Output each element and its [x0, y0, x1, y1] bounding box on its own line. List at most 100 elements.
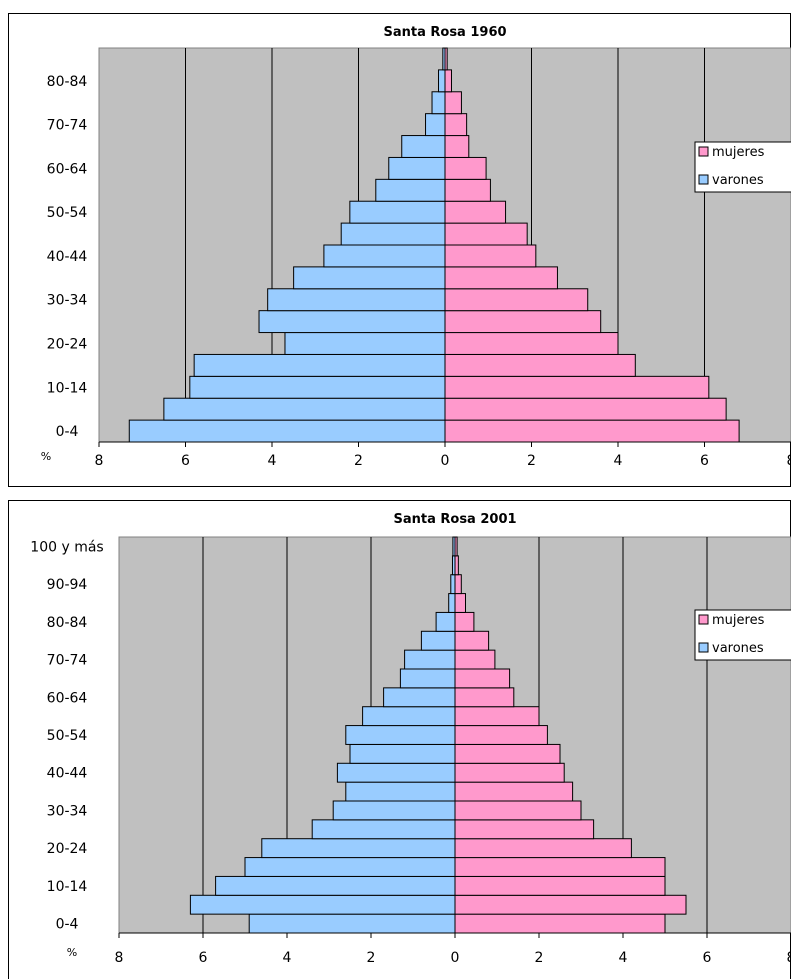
- bar-mujeres-70-74: [444, 113, 468, 137]
- legend-box: [694, 141, 791, 193]
- y-tick-label: 0-4: [56, 917, 79, 933]
- y-tick-label: 30-34: [47, 803, 88, 819]
- pyramid-chart-2001: Santa Rosa 2001 0-4 10-14 20-24 30-34 40-44 50…: [8, 500, 791, 979]
- bar-mujeres-80-84: [454, 611, 475, 632]
- bar-mujeres-85+: [444, 47, 448, 71]
- bar-varones-85-89: [448, 593, 456, 613]
- x-tick-label: 4: [619, 950, 628, 966]
- bar-varones-35-39: [293, 266, 446, 290]
- bar-varones-20-24: [284, 332, 446, 355]
- y-tick-label: 60-64: [47, 690, 88, 706]
- pyramid-chart-1960: Santa Rosa 1960 0-4 10-14 20-24 30-34 40-44 50…: [8, 13, 791, 487]
- legend-swatch-varones: [698, 174, 709, 185]
- y-tick-label: 10-14: [47, 380, 88, 396]
- x-tick-label: 2: [535, 950, 544, 966]
- bar-mujeres-30-34: [444, 288, 589, 312]
- bar-mujeres-65-69: [444, 135, 470, 158]
- bar-mujeres-35-39: [454, 781, 574, 802]
- x-tick-label: 6: [703, 950, 712, 966]
- x-tick-label: 8: [95, 453, 104, 469]
- bar-mujeres-5-9: [454, 894, 687, 915]
- bar-varones-30-34: [332, 800, 456, 821]
- bar-varones-80-84: [435, 611, 456, 632]
- bar-varones-40-44: [323, 244, 446, 268]
- bar-mujeres-5-9: [444, 397, 727, 421]
- bar-varones-55-59: [375, 178, 446, 202]
- y-tick-label: 10-14: [47, 879, 88, 895]
- x-tick-label: 2: [354, 453, 363, 469]
- y-tick-label: 60-64: [47, 161, 88, 177]
- bar-varones-75-79: [431, 91, 446, 115]
- bar-varones-20-24: [261, 838, 456, 859]
- bar-varones-90-94: [450, 574, 456, 595]
- bar-varones-0-4: [128, 419, 446, 443]
- legend: mujeres varones: [694, 609, 791, 661]
- bar-mujeres-55-59: [454, 706, 540, 727]
- bar-mujeres-65-69: [454, 668, 511, 689]
- bar-mujeres-35-39: [444, 266, 558, 290]
- bar-mujeres-100 y más: [454, 536, 458, 557]
- chart-title: Santa Rosa 2001: [393, 512, 516, 527]
- bar-mujeres-0-4: [454, 913, 666, 934]
- y-tick-label: 80-84: [47, 74, 88, 90]
- x-tick-label: 8: [115, 950, 124, 966]
- bar-mujeres-15-19: [454, 857, 666, 877]
- x-tick-label: 2: [527, 453, 536, 469]
- bar-varones-10-14: [215, 875, 456, 896]
- bar-mujeres-95-99: [454, 555, 459, 576]
- bar-varones-5-9: [189, 894, 456, 915]
- bar-varones-25-29: [258, 310, 446, 334]
- y-tick-label: 40-44: [47, 249, 88, 265]
- bar-mujeres-85-89: [454, 593, 466, 613]
- bar-varones-25-29: [311, 819, 456, 840]
- bar-mujeres-10-14: [454, 875, 666, 896]
- bar-varones-50-54: [349, 200, 446, 224]
- x-tick-label: 4: [614, 453, 623, 469]
- bar-mujeres-25-29: [454, 819, 595, 840]
- bar-mujeres-45-49: [444, 222, 528, 246]
- bar-varones-70-74: [425, 113, 446, 137]
- bar-mujeres-30-34: [454, 800, 582, 821]
- bar-varones-40-44: [336, 762, 456, 783]
- bar-varones-70-74: [404, 649, 456, 670]
- x-tick-label: 2: [367, 950, 376, 966]
- legend-label-mujeres: mujeres: [712, 613, 765, 628]
- bar-varones-65-69: [399, 668, 456, 689]
- legend-label-varones: varones: [712, 173, 764, 188]
- bar-mujeres-20-24: [454, 838, 632, 859]
- bar-mujeres-15-19: [444, 353, 636, 377]
- bar-mujeres-75-79: [444, 91, 462, 115]
- legend-label-varones: varones: [712, 641, 764, 656]
- x-tick-label: 6: [181, 453, 190, 469]
- y-tick-label: 40-44: [47, 766, 88, 782]
- x-tick-label: 0: [451, 950, 460, 966]
- x-tick-label: 6: [199, 950, 208, 966]
- bar-varones-50-54: [345, 725, 456, 745]
- bar-varones-45-49: [349, 743, 456, 764]
- x-tick-label: 4: [283, 950, 292, 966]
- unit-label: %: [41, 450, 51, 463]
- y-tick-label: 50-54: [47, 728, 88, 744]
- bar-varones-15-19: [244, 857, 456, 877]
- bar-varones-35-39: [345, 781, 456, 802]
- bar-varones-10-14: [189, 375, 446, 399]
- bar-varones-65-69: [401, 135, 446, 158]
- y-tick-label: 20-24: [47, 337, 88, 353]
- chart-title: Santa Rosa 1960: [383, 25, 506, 40]
- bar-mujeres-45-49: [454, 743, 561, 764]
- x-tick-label: 4: [268, 453, 277, 469]
- x-tick-label: 8: [787, 453, 791, 469]
- legend-box: [694, 609, 791, 661]
- y-tick-label: 70-74: [47, 118, 88, 134]
- bar-mujeres-80-84: [444, 69, 452, 93]
- bar-mujeres-25-29: [444, 310, 602, 334]
- y-tick-label: 20-24: [47, 841, 88, 857]
- bar-varones-55-59: [362, 706, 456, 727]
- unit-label: %: [67, 946, 77, 959]
- pyramid-svg-2001: Santa Rosa 2001 0-4 10-14 20-24 30-34 40-44 50…: [30, 512, 791, 966]
- bar-mujeres-20-24: [444, 332, 619, 355]
- bar-mujeres-40-44: [444, 244, 537, 268]
- bar-varones-15-19: [193, 353, 446, 377]
- y-tick-label: 70-74: [47, 653, 88, 669]
- bar-varones-60-64: [383, 687, 456, 708]
